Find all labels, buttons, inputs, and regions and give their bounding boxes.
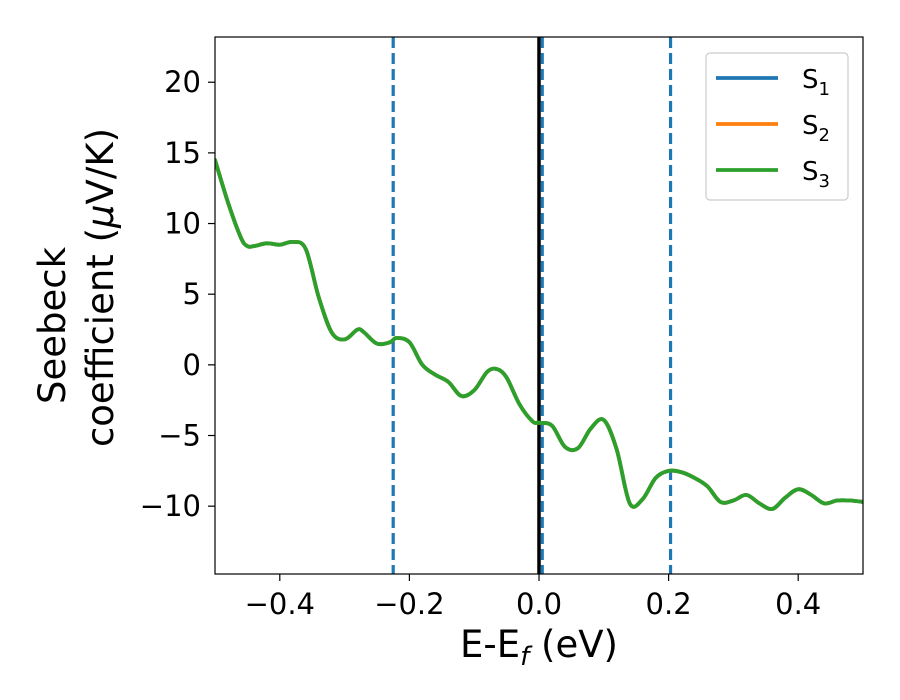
x-tick-label: −0.2 [374, 587, 444, 621]
y-tick-label: 10 [164, 207, 201, 241]
x-axis-ticks: −0.4 −0.2 0.0 0.2 0.4 [245, 574, 821, 621]
y-axis-label-line2: coefficient (μV/K) [79, 128, 122, 447]
y-tick-label: 15 [164, 136, 201, 170]
y-axis-ticks: −10 −5 0 5 10 15 20 [140, 65, 215, 523]
y-tick-label: 20 [164, 65, 201, 99]
legend: S1 S2 S3 [705, 52, 849, 201]
y-axis-label-line1: Seebeck [31, 246, 74, 404]
series-line-s3 [215, 158, 863, 512]
x-tick-label: 0.4 [775, 587, 821, 621]
y-tick-label: 0 [183, 348, 201, 382]
x-tick-label: 0.0 [516, 587, 562, 621]
y-tick-label: 5 [183, 277, 201, 311]
legend-label: S2 [802, 111, 830, 146]
legend-box [705, 52, 849, 201]
legend-label: S1 [802, 65, 830, 100]
y-tick-label: −5 [158, 419, 201, 453]
reference-lines [391, 37, 673, 574]
x-tick-label: 0.2 [646, 587, 692, 621]
series-lines [215, 158, 863, 512]
y-tick-label: −10 [140, 489, 201, 523]
legend-label: S3 [802, 157, 830, 192]
x-tick-label: −0.4 [245, 587, 315, 621]
x-axis-label: E-Ef (eV) [460, 623, 618, 672]
